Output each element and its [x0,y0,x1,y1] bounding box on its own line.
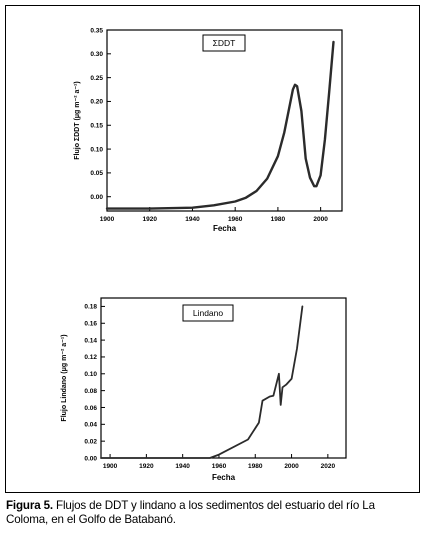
lindano-y-tick-label: 0.06 [84,405,97,412]
ddt-x-tick-label: 2000 [313,216,328,223]
ddt-x-tick-label: 1980 [271,216,286,223]
lindano-plot-frame [100,297,347,459]
lindano-legend-box [182,304,234,322]
lindano-x-tick-label: 1960 [212,463,227,470]
ddt-plot-frame [106,29,343,212]
lindano-y-tick-label: 0.08 [84,388,97,395]
ddt-x-tick-label: 1940 [185,216,200,223]
figure-caption: Figura 5. Flujos de DDT y lindano a los … [6,499,420,527]
lindano-y-tick-label: 0.00 [84,455,97,462]
figure-frame [5,5,420,493]
lindano-y-tick-label: 0.04 [84,422,97,429]
ddt-y-tick-label: 0.05 [90,170,103,177]
ddt-y-tick-label: 0.25 [90,75,103,82]
lindano-y-tick-label: 0.12 [84,354,97,361]
charts-canvas: 1900 1920 1940 1960 1980 2000 0.00 0.05 0.10 0.15… [61,27,347,482]
ddt-y-tick-label: 0.20 [90,99,103,106]
lindano-x-tick-label: 1920 [139,463,154,470]
lindano-y-tick-label: 0.18 [84,304,97,311]
lindano-x-tick-label: 1940 [175,463,190,470]
ddt-x-tick-label: 1920 [142,216,157,223]
ddt-chart: 1900 1920 1940 1960 1980 2000 0.00 0.05 0.10 0.15… [74,27,343,233]
lindano-x-tick-label: 1900 [103,463,118,470]
lindano-x-tick-label: 2000 [284,463,299,470]
ddt-legend-box [202,34,246,52]
ddt-y-tick-label: 0.10 [90,146,103,153]
lindano-x-tick-label: 2020 [321,463,336,470]
lindano-x-tick-label: 1980 [248,463,263,470]
lindano-series-line [100,305,304,459]
lindano-y-tick-label: 0.02 [84,438,97,445]
ddt-x-axis-label: Fecha [213,224,237,233]
lindano-x-axis-label: Fecha [212,473,236,482]
ddt-series-line [105,40,335,210]
caption-label: Figura 5. [6,499,53,512]
ddt-legend-label: ΣDDT [213,38,236,48]
caption-text: Flujos de DDT y lindano a los sedimentos… [6,499,375,526]
lindano-y-axis-label: Flujo Lindano (μg m⁻² a⁻¹) [61,334,68,421]
lindano-y-tick-label: 0.16 [84,321,97,328]
lindano-y-tick-label: 0.10 [84,371,97,378]
lindano-y-tick-label: 0.14 [84,337,97,344]
ddt-x-tick-label: 1900 [100,216,115,223]
ddt-y-axis-label: Flujo ΣDDT (μg m⁻² a⁻¹) [74,81,81,159]
lindano-legend-label: Lindano [193,308,224,318]
ddt-y-tick-label: 0.00 [90,194,103,201]
ddt-y-tick-label: 0.30 [90,51,103,58]
ddt-y-tick-label: 0.35 [90,27,103,34]
lindano-chart: 1900 1920 1940 1960 1980 2000 2020 0.00 0.02 0.04… [61,297,347,482]
ddt-x-tick-label: 1960 [228,216,243,223]
ddt-y-tick-label: 0.15 [90,123,103,130]
